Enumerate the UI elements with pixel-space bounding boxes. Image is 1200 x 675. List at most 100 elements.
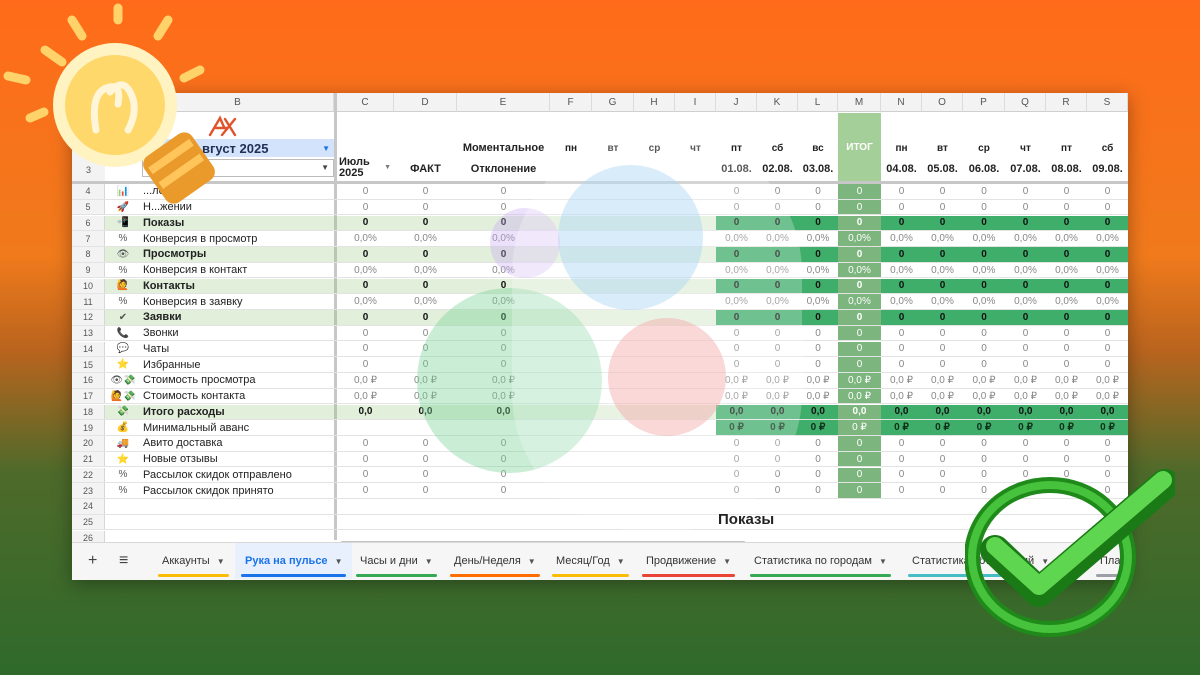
cell-value[interactable]: 0: [838, 184, 881, 199]
cell-value[interactable]: 0,0%: [414, 264, 437, 276]
cell-value[interactable]: 0: [898, 343, 905, 355]
cell-value[interactable]: 0: [362, 327, 369, 339]
cell-value[interactable]: 0,0: [881, 404, 922, 420]
cell-value[interactable]: 0: [838, 436, 881, 451]
cell-value[interactable]: 0: [1104, 343, 1111, 355]
cell-value[interactable]: 0: [422, 201, 429, 213]
cell-value[interactable]: 0: [939, 201, 946, 213]
cell-value[interactable]: 0,0%: [766, 233, 789, 245]
all-sheets-menu-icon[interactable]: ≡: [119, 552, 129, 569]
cell-value[interactable]: 0,0%: [806, 296, 830, 308]
row-label[interactable]: Заявки: [143, 311, 182, 324]
cell-value[interactable]: 0: [1087, 215, 1128, 231]
cell-value[interactable]: 0: [981, 453, 987, 465]
cell-value[interactable]: 0: [500, 469, 507, 481]
cell-value[interactable]: 0,0%: [354, 233, 377, 245]
cell-value[interactable]: 0: [881, 310, 922, 325]
cell-value[interactable]: 0,0 ₽: [724, 374, 749, 386]
cell-value[interactable]: 0: [500, 359, 507, 371]
cell-value[interactable]: 0: [774, 185, 781, 197]
cell-value[interactable]: 0,0%: [725, 233, 748, 245]
period-prev-dropdown[interactable]: Июль 2025 ▼: [337, 155, 394, 181]
cell-value[interactable]: 0: [898, 201, 905, 213]
cell-value[interactable]: 0: [774, 327, 781, 339]
cell-value[interactable]: 0: [733, 185, 740, 197]
column-header-c[interactable]: C: [337, 93, 394, 112]
cell-value[interactable]: 0: [500, 485, 507, 497]
column-header-p[interactable]: P: [963, 93, 1005, 112]
cell-value[interactable]: 0: [939, 359, 946, 371]
cell-value[interactable]: 0: [1063, 185, 1070, 197]
cell-value[interactable]: 0: [939, 185, 946, 197]
cell-value[interactable]: 0: [838, 357, 881, 372]
cell-value[interactable]: 0: [898, 437, 905, 449]
cell-value[interactable]: 0,0 ₽: [1095, 390, 1120, 402]
cell-value[interactable]: 0: [422, 485, 429, 497]
cell-value[interactable]: 0: [815, 185, 821, 197]
column-header-e[interactable]: E: [457, 93, 550, 112]
sheet-tab[interactable]: Статистика по городам ▼: [744, 543, 897, 579]
row-number[interactable]: 12: [72, 310, 105, 325]
cell-value[interactable]: 0,0 ₽: [889, 374, 914, 386]
column-header-q[interactable]: Q: [1005, 93, 1046, 112]
cell-value[interactable]: 0: [500, 201, 507, 213]
cell-value[interactable]: 0: [798, 310, 838, 325]
row-label[interactable]: Авито доставка: [143, 437, 223, 450]
sheet-tab[interactable]: Рука на пульсе ▼: [235, 543, 353, 579]
cell-value[interactable]: 0: [1104, 437, 1111, 449]
cell-value[interactable]: 0: [422, 280, 429, 292]
cell-value[interactable]: 0: [1104, 327, 1111, 339]
cell-value[interactable]: 0,0: [418, 406, 433, 418]
cell-value[interactable]: 0: [422, 359, 429, 371]
row-number[interactable]: 6: [72, 215, 105, 231]
cell-value[interactable]: 0: [422, 453, 429, 465]
column-header-d[interactable]: D: [394, 93, 457, 112]
cell-value[interactable]: 0: [981, 359, 987, 371]
row-label[interactable]: Конверсия в контакт: [143, 264, 248, 277]
cell-value[interactable]: 0,0%: [806, 233, 830, 245]
cell-value[interactable]: 0,0: [358, 406, 373, 418]
cell-value[interactable]: 0: [1104, 359, 1111, 371]
column-header-l[interactable]: L: [798, 93, 838, 112]
cell-value[interactable]: 0: [733, 453, 740, 465]
cell-value[interactable]: 0,0 ₽: [1013, 374, 1038, 386]
cell-value[interactable]: 0,0%: [354, 264, 377, 276]
cell-value[interactable]: 0,0%: [725, 264, 748, 276]
cell-value[interactable]: 0: [1046, 215, 1087, 231]
cell-value[interactable]: 0,0%: [1055, 296, 1078, 308]
row-label[interactable]: Минимальный аванс: [143, 421, 250, 434]
cell-value[interactable]: 0: [898, 327, 905, 339]
cell-value[interactable]: 0: [898, 185, 905, 197]
row-label[interactable]: Избранные: [143, 358, 201, 371]
cell-value[interactable]: 0,0%: [766, 296, 789, 308]
cell-value[interactable]: 0,0%: [890, 233, 913, 245]
cell-value[interactable]: 0: [774, 437, 781, 449]
cell-value[interactable]: 0: [1063, 453, 1070, 465]
cell-value[interactable]: 0: [1104, 485, 1111, 497]
cell-value[interactable]: 0: [838, 199, 881, 215]
cell-value[interactable]: 0,0: [496, 406, 511, 418]
cell-value[interactable]: 0: [963, 215, 1005, 231]
column-header-s[interactable]: S: [1087, 93, 1128, 112]
cell-value[interactable]: 0: [1022, 437, 1029, 449]
cell-value[interactable]: 0,0 ₽: [838, 373, 881, 388]
row-number[interactable]: 13: [72, 325, 105, 341]
row-number[interactable]: 24: [72, 499, 105, 514]
cell-value[interactable]: 0: [1063, 359, 1070, 371]
cell-value[interactable]: 0 ₽: [963, 420, 1005, 435]
cell-value[interactable]: 0,0%: [492, 264, 515, 276]
cell-value[interactable]: 0,0 ₽: [1013, 390, 1038, 402]
row-number[interactable]: 11: [72, 294, 105, 309]
cell-value[interactable]: 0: [815, 453, 821, 465]
cell-value[interactable]: 0: [1022, 201, 1029, 213]
cell-value[interactable]: 0,0 ₽: [765, 374, 790, 386]
cell-value[interactable]: 0: [838, 341, 881, 357]
cell-value[interactable]: 0,0%: [838, 294, 881, 309]
cell-value[interactable]: 0: [500, 343, 507, 355]
cell-value[interactable]: 0: [881, 278, 922, 294]
cell-value[interactable]: 0: [500, 248, 507, 260]
cell-value[interactable]: 0: [757, 215, 798, 231]
cell-value[interactable]: 0,0%: [354, 296, 377, 308]
cell-value[interactable]: 0,0%: [1096, 264, 1119, 276]
cell-value[interactable]: 0: [733, 359, 740, 371]
